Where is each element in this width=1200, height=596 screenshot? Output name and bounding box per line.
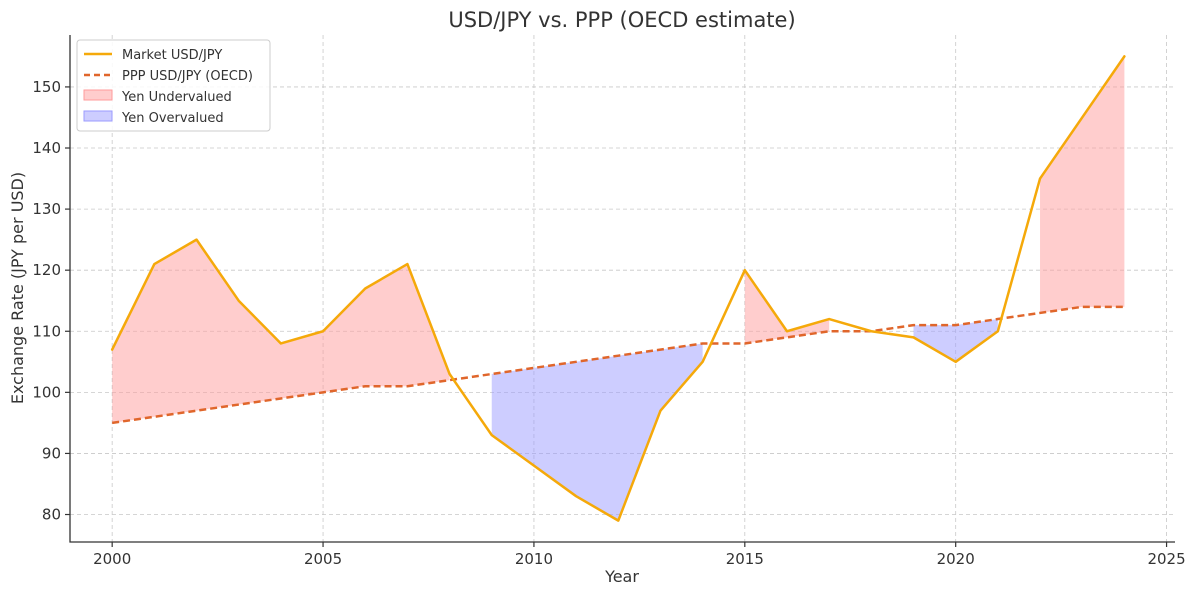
x-axis-label: Year bbox=[604, 567, 639, 586]
y-tick-label: 140 bbox=[32, 139, 61, 157]
market-usdjpy-line bbox=[110, 55, 1126, 522]
legend-label-overvalued: Yen Overvalued bbox=[121, 111, 224, 126]
legend-swatch-undervalued bbox=[83, 89, 113, 101]
ppp-usdjpy-line bbox=[111, 305, 1125, 425]
legend-label-undervalued: Yen Undervalued bbox=[121, 90, 232, 105]
overvalued-fill-area bbox=[491, 343, 703, 521]
series-lines bbox=[110, 55, 1126, 522]
x-tick-label: 2005 bbox=[304, 550, 342, 568]
x-tick-label: 2025 bbox=[1147, 550, 1185, 568]
y-tick-label: 90 bbox=[42, 444, 61, 462]
legend-label-market: Market USD/JPY bbox=[122, 48, 222, 63]
axis-spines bbox=[69, 35, 1175, 543]
x-tick-label: 2010 bbox=[515, 550, 553, 568]
legend: Market USD/JPY PPP USD/JPY (OECD) Yen Un… bbox=[76, 39, 271, 132]
overvalued-fill-area bbox=[913, 319, 998, 362]
axes bbox=[69, 35, 1175, 543]
legend-box bbox=[76, 39, 271, 132]
x-tick-label: 2000 bbox=[93, 550, 131, 568]
y-tick-label: 150 bbox=[32, 78, 61, 96]
x-tick-label: 2020 bbox=[937, 550, 975, 568]
undervalued-fill-area bbox=[1040, 56, 1125, 313]
y-tick-label: 80 bbox=[42, 506, 61, 524]
undervalued-fill-area bbox=[112, 239, 450, 423]
x-tick-label: 2015 bbox=[726, 550, 764, 568]
legend-swatch-overvalued bbox=[83, 110, 113, 122]
y-tick-label: 120 bbox=[32, 261, 61, 279]
y-tick-label: 100 bbox=[32, 383, 61, 401]
legend-label-ppp: PPP USD/JPY (OECD) bbox=[122, 69, 253, 84]
y-tick-label: 110 bbox=[32, 322, 61, 340]
chart-title: USD/JPY vs. PPP (OECD estimate) bbox=[448, 8, 795, 32]
y-tick-label: 130 bbox=[32, 200, 61, 218]
y-axis-label: Exchange Rate (JPY per USD) bbox=[8, 172, 27, 404]
x-ticks: 2000 2005 2010 2015 2020 2025 bbox=[93, 542, 1186, 568]
y-ticks: 80 90 100 110 120 130 140 150 bbox=[32, 78, 70, 524]
